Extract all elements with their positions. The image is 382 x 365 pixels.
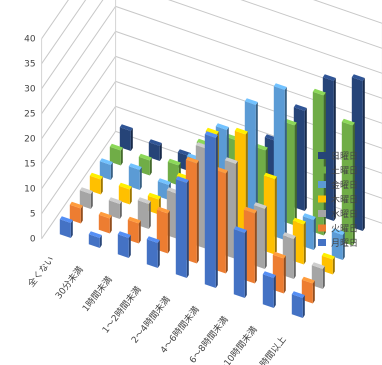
bar (88, 231, 102, 248)
legend-swatch (318, 166, 326, 174)
bar (69, 201, 83, 224)
chart-legend: 月曜日 火曜日 水曜日 木曜日 金曜日 土曜日 日曜日 (318, 151, 358, 249)
bar (128, 163, 142, 190)
legend-swatch (318, 210, 326, 217)
bar (148, 139, 162, 161)
legend-item: 月曜日 (318, 238, 358, 249)
bar (331, 228, 345, 260)
bar (99, 158, 113, 180)
category-label: 全くない (25, 254, 57, 290)
legend-swatch (318, 195, 326, 203)
legend-item: 木曜日 (318, 194, 358, 206)
legend-item: 金曜日 (318, 179, 358, 191)
y-tick-label: 35 (24, 60, 35, 70)
bar (89, 172, 103, 195)
y-tick-label: 25 (24, 110, 35, 120)
bar (233, 226, 247, 298)
y-tick-label: 15 (24, 160, 35, 170)
gridline (41, 0, 382, 64)
legend-label: 土曜日 (331, 165, 358, 177)
bar (117, 231, 131, 258)
bar (146, 236, 160, 268)
bar (341, 118, 355, 246)
category-label: 1時間未満 (80, 274, 115, 314)
y-tick-label: 40 (24, 35, 36, 45)
legend-item: 火曜日 (318, 224, 358, 235)
category-label: 30分未満 (53, 264, 86, 302)
category-label: 10時間以上 (251, 334, 289, 365)
gridline (41, 0, 382, 39)
gridline (41, 0, 382, 89)
bar (262, 271, 276, 308)
bar (109, 143, 123, 166)
bar (175, 176, 189, 278)
y-tick-label: 5 (30, 210, 36, 220)
legend-label: 金曜日 (331, 179, 358, 191)
legend-label: 月曜日 (331, 238, 358, 249)
legend-item: 土曜日 (318, 165, 358, 177)
bar (119, 124, 133, 151)
legend-label: 水曜日 (331, 208, 358, 220)
bar (59, 216, 73, 238)
legend-label: 木曜日 (331, 194, 358, 206)
chart-gridlines (41, 0, 382, 239)
bar (108, 197, 122, 219)
legend-swatch (318, 152, 326, 159)
y-axis-ticks: 0 5 10 15 20 25 30 35 40 (24, 35, 36, 245)
y-tick-label: 0 (30, 235, 36, 245)
legend-item: 日曜日 (318, 151, 358, 162)
y-tick-label: 20 (24, 135, 36, 145)
legend-swatch (318, 239, 326, 246)
legend-swatch (318, 224, 326, 232)
bar (204, 131, 218, 288)
bar (118, 182, 132, 205)
bar (98, 211, 112, 234)
chart-bars (59, 74, 365, 318)
y-tick-label: 30 (24, 85, 36, 95)
y-tick-label: 10 (24, 185, 36, 195)
legend-label: 日曜日 (331, 151, 358, 162)
bar (79, 187, 93, 209)
bar (291, 291, 305, 318)
bar (137, 197, 151, 229)
legend-item: 水曜日 (318, 208, 358, 220)
legend-swatch (318, 181, 326, 188)
legend-label: 火曜日 (331, 224, 358, 235)
